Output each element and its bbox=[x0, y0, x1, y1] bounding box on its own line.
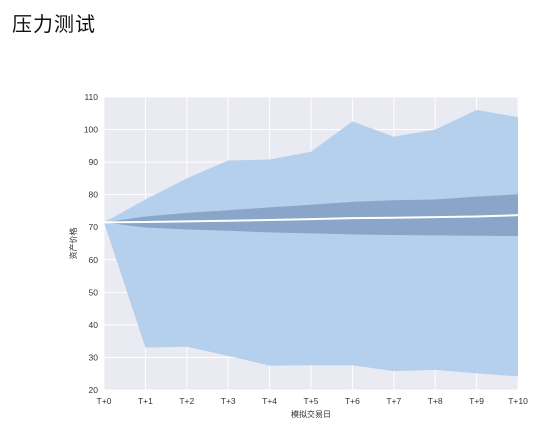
y-axis-label: 资产价格 bbox=[68, 228, 78, 260]
x-tick-label: T+6 bbox=[345, 396, 360, 406]
x-tick-label: T+5 bbox=[304, 396, 319, 406]
median-line bbox=[103, 214, 519, 224]
x-axis-label: 模拟交易日 bbox=[291, 409, 331, 419]
y-tick-label: 70 bbox=[89, 222, 99, 232]
y-tick-label: 30 bbox=[89, 352, 99, 362]
y-tick-label: 90 bbox=[89, 157, 99, 167]
x-tick-label: T+7 bbox=[386, 396, 401, 406]
y-tick-label: 60 bbox=[89, 255, 99, 265]
y-tick-label: 80 bbox=[89, 190, 99, 200]
x-tick-label: T+8 bbox=[428, 396, 443, 406]
page-title: 压力测试 bbox=[12, 12, 96, 36]
y-tick-label: 50 bbox=[89, 287, 99, 297]
x-tick-label: T+3 bbox=[221, 396, 236, 406]
y-tick-label: 110 bbox=[84, 92, 98, 102]
x-tick-label: T+4 bbox=[262, 396, 277, 406]
x-tick-label: T+0 bbox=[97, 396, 112, 406]
x-tick-label: T+1 bbox=[138, 396, 153, 406]
inner-confidence-band bbox=[104, 194, 518, 237]
outer-confidence-band bbox=[104, 110, 518, 377]
x-tick-label: T+10 bbox=[508, 396, 528, 406]
x-tick-label: T+2 bbox=[179, 396, 194, 406]
y-tick-label: 40 bbox=[89, 320, 99, 330]
y-tick-label: 20 bbox=[89, 385, 99, 395]
x-tick-label: T+9 bbox=[469, 396, 484, 406]
y-tick-label: 100 bbox=[84, 125, 98, 135]
